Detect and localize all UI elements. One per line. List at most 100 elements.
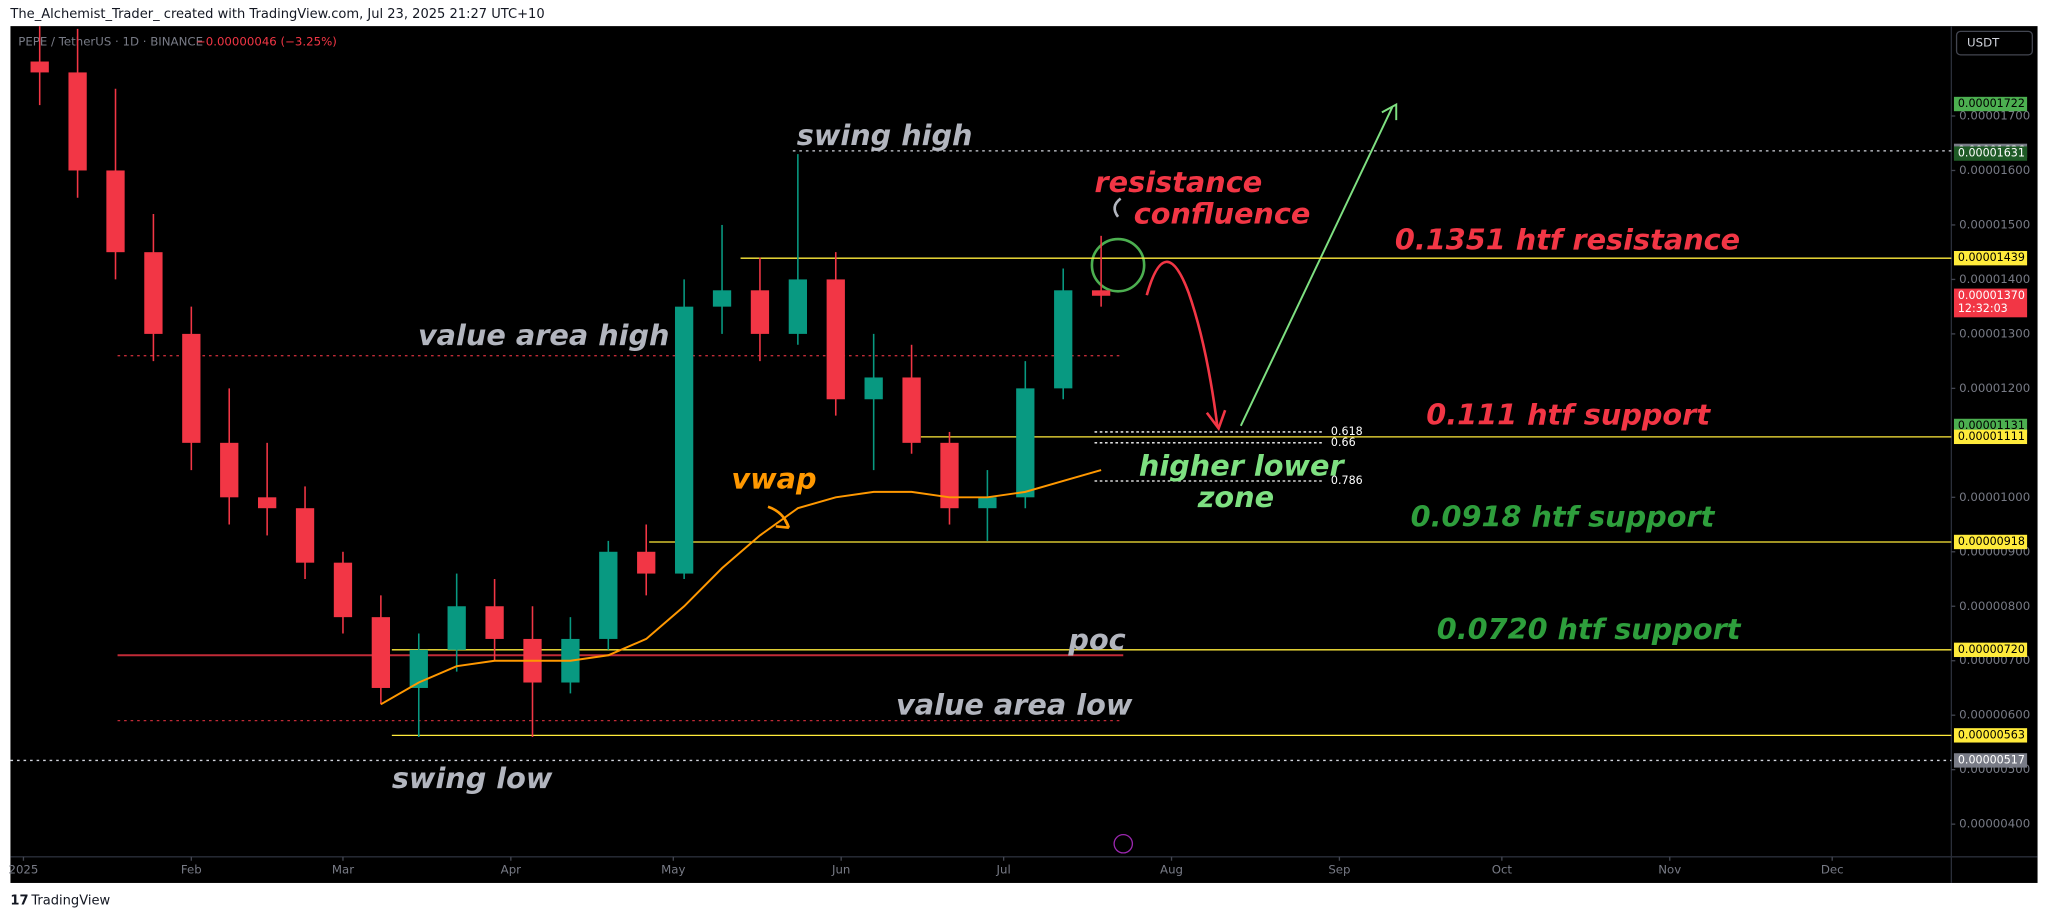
price-badge xyxy=(1953,288,2028,318)
y-tick-label: 0.00000600 xyxy=(1959,708,2030,722)
price-badge xyxy=(1953,728,2028,743)
price-badge-label: 0.00001631 xyxy=(1958,147,2025,160)
annotation: resistance xyxy=(1095,165,1263,199)
annotation: value area high xyxy=(418,318,670,352)
brand-logo: 17 xyxy=(10,894,28,909)
currency[interactable]: USDT xyxy=(1967,36,2000,50)
price-badge xyxy=(1953,753,2028,768)
y-tick-label: 0.00001300 xyxy=(1959,326,2030,340)
x-tick-label: 2025 xyxy=(8,862,38,876)
x-tick-label: May xyxy=(661,862,685,876)
price-badge xyxy=(1953,146,2028,161)
price-badge-label: 0.00001111 xyxy=(1958,430,2025,443)
y-tick-label: 0.00001400 xyxy=(1959,272,2030,286)
candle-body xyxy=(106,170,125,253)
y-tick-label: 0.00001000 xyxy=(1959,490,2030,504)
annotation: 0.111 htf support xyxy=(1426,398,1711,432)
candle-body xyxy=(750,290,770,334)
vwap-pointer xyxy=(767,505,791,529)
pointer xyxy=(1113,197,1122,218)
annotation: swing high xyxy=(797,118,973,152)
candle-body xyxy=(68,72,87,171)
credit: The_Alchemist_Trader_ created with Tradi… xyxy=(9,7,544,22)
candle-body xyxy=(826,279,845,400)
annotation: 0.1351 htf resistance xyxy=(1395,223,1740,257)
vwap-line xyxy=(380,469,1102,706)
candle-body xyxy=(1016,388,1035,498)
candle-body xyxy=(940,442,959,509)
price-badge-label: 0.00000918 xyxy=(1958,535,2025,548)
x-tick-label: Feb xyxy=(181,862,202,876)
projection-up xyxy=(1239,106,1394,427)
candle-body xyxy=(409,649,428,688)
annotation: zone xyxy=(1197,480,1274,514)
x-tick-label: Dec xyxy=(1821,862,1844,876)
annotation: swing low xyxy=(392,761,553,795)
price-badge-label: 0.00000563 xyxy=(1958,728,2025,741)
y-tick-label: 0.00001200 xyxy=(1959,381,2030,395)
candle-body xyxy=(447,606,466,650)
y-tick-label: 0.00001500 xyxy=(1959,217,2030,231)
x-tick-label: Sep xyxy=(1328,862,1350,876)
candle-body xyxy=(674,306,694,574)
annotation: 0.0720 htf support xyxy=(1437,612,1742,646)
candle-body xyxy=(333,562,353,618)
candle-body xyxy=(371,617,391,688)
candle-body xyxy=(30,61,49,73)
fib-label: 0.66 xyxy=(1331,436,1356,449)
candle-body xyxy=(864,377,883,400)
x-tick-label: Jul xyxy=(996,862,1011,876)
price-badge-label: 0.00001370 xyxy=(1958,289,2025,302)
x-tick-label: Jun xyxy=(831,862,850,876)
x-tick-label: Nov xyxy=(1658,862,1681,876)
candle-body xyxy=(144,252,163,334)
candle-body xyxy=(182,333,201,443)
candle-body xyxy=(1054,290,1073,389)
symbol: PEPE / TetherUS · 1D · BINANCE xyxy=(18,34,203,48)
brand: TradingView xyxy=(30,894,110,909)
x-tick-label: Aug xyxy=(1160,862,1183,876)
price-badge-label: 0.00001131 xyxy=(1958,419,2025,432)
currency-box[interactable] xyxy=(1955,30,2033,56)
candle-body xyxy=(637,551,656,574)
price-badge xyxy=(1953,534,2028,550)
price-badge xyxy=(1953,96,2028,112)
fib-label: 0.786 xyxy=(1331,474,1363,487)
candle-body xyxy=(902,377,921,443)
candle-body xyxy=(257,497,277,509)
price-badge-label: 0.00000720 xyxy=(1958,643,2025,656)
price-badge xyxy=(1953,642,2028,658)
x-tick-label: Apr xyxy=(501,862,521,876)
annotation: vwap xyxy=(731,462,816,496)
x-tick-label: Oct xyxy=(1492,862,1513,876)
candle-body xyxy=(295,508,315,563)
alert-icon[interactable] xyxy=(1113,833,1134,854)
candle-body xyxy=(978,497,997,509)
annotation: poc xyxy=(1067,622,1125,656)
candle-body xyxy=(599,551,618,639)
annotation: value area low xyxy=(896,688,1133,722)
candle-body xyxy=(485,606,504,639)
price-badge-label: 0.00001722 xyxy=(1958,97,2025,110)
x-tick-label: Mar xyxy=(332,862,354,876)
price-badge xyxy=(1953,418,2028,434)
arrow-head xyxy=(1205,409,1227,432)
candle-body xyxy=(1091,290,1111,296)
candle-body xyxy=(220,442,239,498)
countdown: 12:32:03 xyxy=(1958,302,2008,315)
price-badge-label: 0.00001439 xyxy=(1958,251,2025,264)
confluence-circle xyxy=(1090,237,1146,293)
y-tick-label: 0.00001600 xyxy=(1959,163,2030,177)
change: −0.00000046 (−3.25%) xyxy=(196,34,337,48)
annotation: confluence xyxy=(1134,197,1311,231)
arrow-head xyxy=(1381,102,1398,121)
price-badge xyxy=(1953,250,2028,266)
y-tick-label: 0.00000800 xyxy=(1959,599,2030,613)
candle-body xyxy=(712,290,732,307)
price-badge xyxy=(1953,429,2028,445)
annotation: higher lower xyxy=(1139,449,1346,483)
fib-label: 0.618 xyxy=(1331,425,1363,438)
price-badge-label: 0.00000517 xyxy=(1958,753,2025,766)
projection-down xyxy=(1145,260,1219,426)
